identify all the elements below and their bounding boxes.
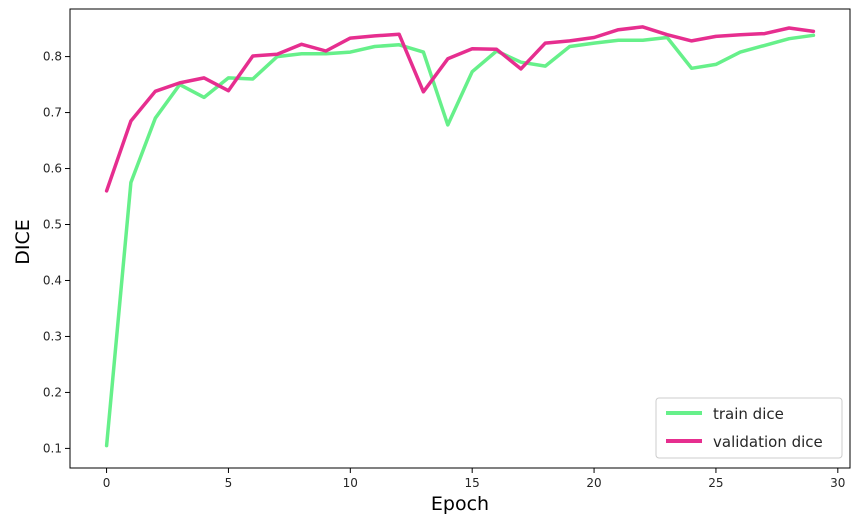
y-axis-ticks: 0.1 0.2 0.3 0.4 0.5 0.6 0.7 0.8 xyxy=(43,50,70,455)
legend-label-validation-dice: validation dice xyxy=(713,433,823,451)
plot-area xyxy=(69,8,851,469)
legend-box xyxy=(655,397,843,459)
y-tick-label: 0.3 xyxy=(43,329,62,343)
x-tick-label: 15 xyxy=(465,476,480,490)
x-tick-label: 10 xyxy=(343,476,358,490)
x-tick-label: 25 xyxy=(708,476,723,490)
series-line-train-dice xyxy=(104,33,816,448)
series-line-validation-dice xyxy=(104,25,816,193)
y-tick-label: 0.6 xyxy=(43,162,62,176)
legend: train dice validation dice xyxy=(655,397,843,459)
x-tick-label: 5 xyxy=(225,476,233,490)
x-axis-ticks: 0 5 10 15 20 25 30 xyxy=(103,468,845,490)
x-axis-label: Epoch xyxy=(431,493,489,515)
series-lines xyxy=(104,25,816,448)
y-tick-label: 0.1 xyxy=(43,441,62,455)
x-tick-label: 0 xyxy=(103,476,111,490)
y-axis-label: DICE xyxy=(12,219,34,265)
y-tick-label: 0.5 xyxy=(43,218,62,232)
x-tick-label: 20 xyxy=(586,476,601,490)
y-tick-label: 0.8 xyxy=(43,50,62,64)
x-tick-label: 30 xyxy=(830,476,845,490)
y-tick-label: 0.4 xyxy=(43,273,62,287)
legend-label-train-dice: train dice xyxy=(713,405,784,423)
y-tick-label: 0.7 xyxy=(43,106,62,120)
y-tick-label: 0.2 xyxy=(43,385,62,399)
